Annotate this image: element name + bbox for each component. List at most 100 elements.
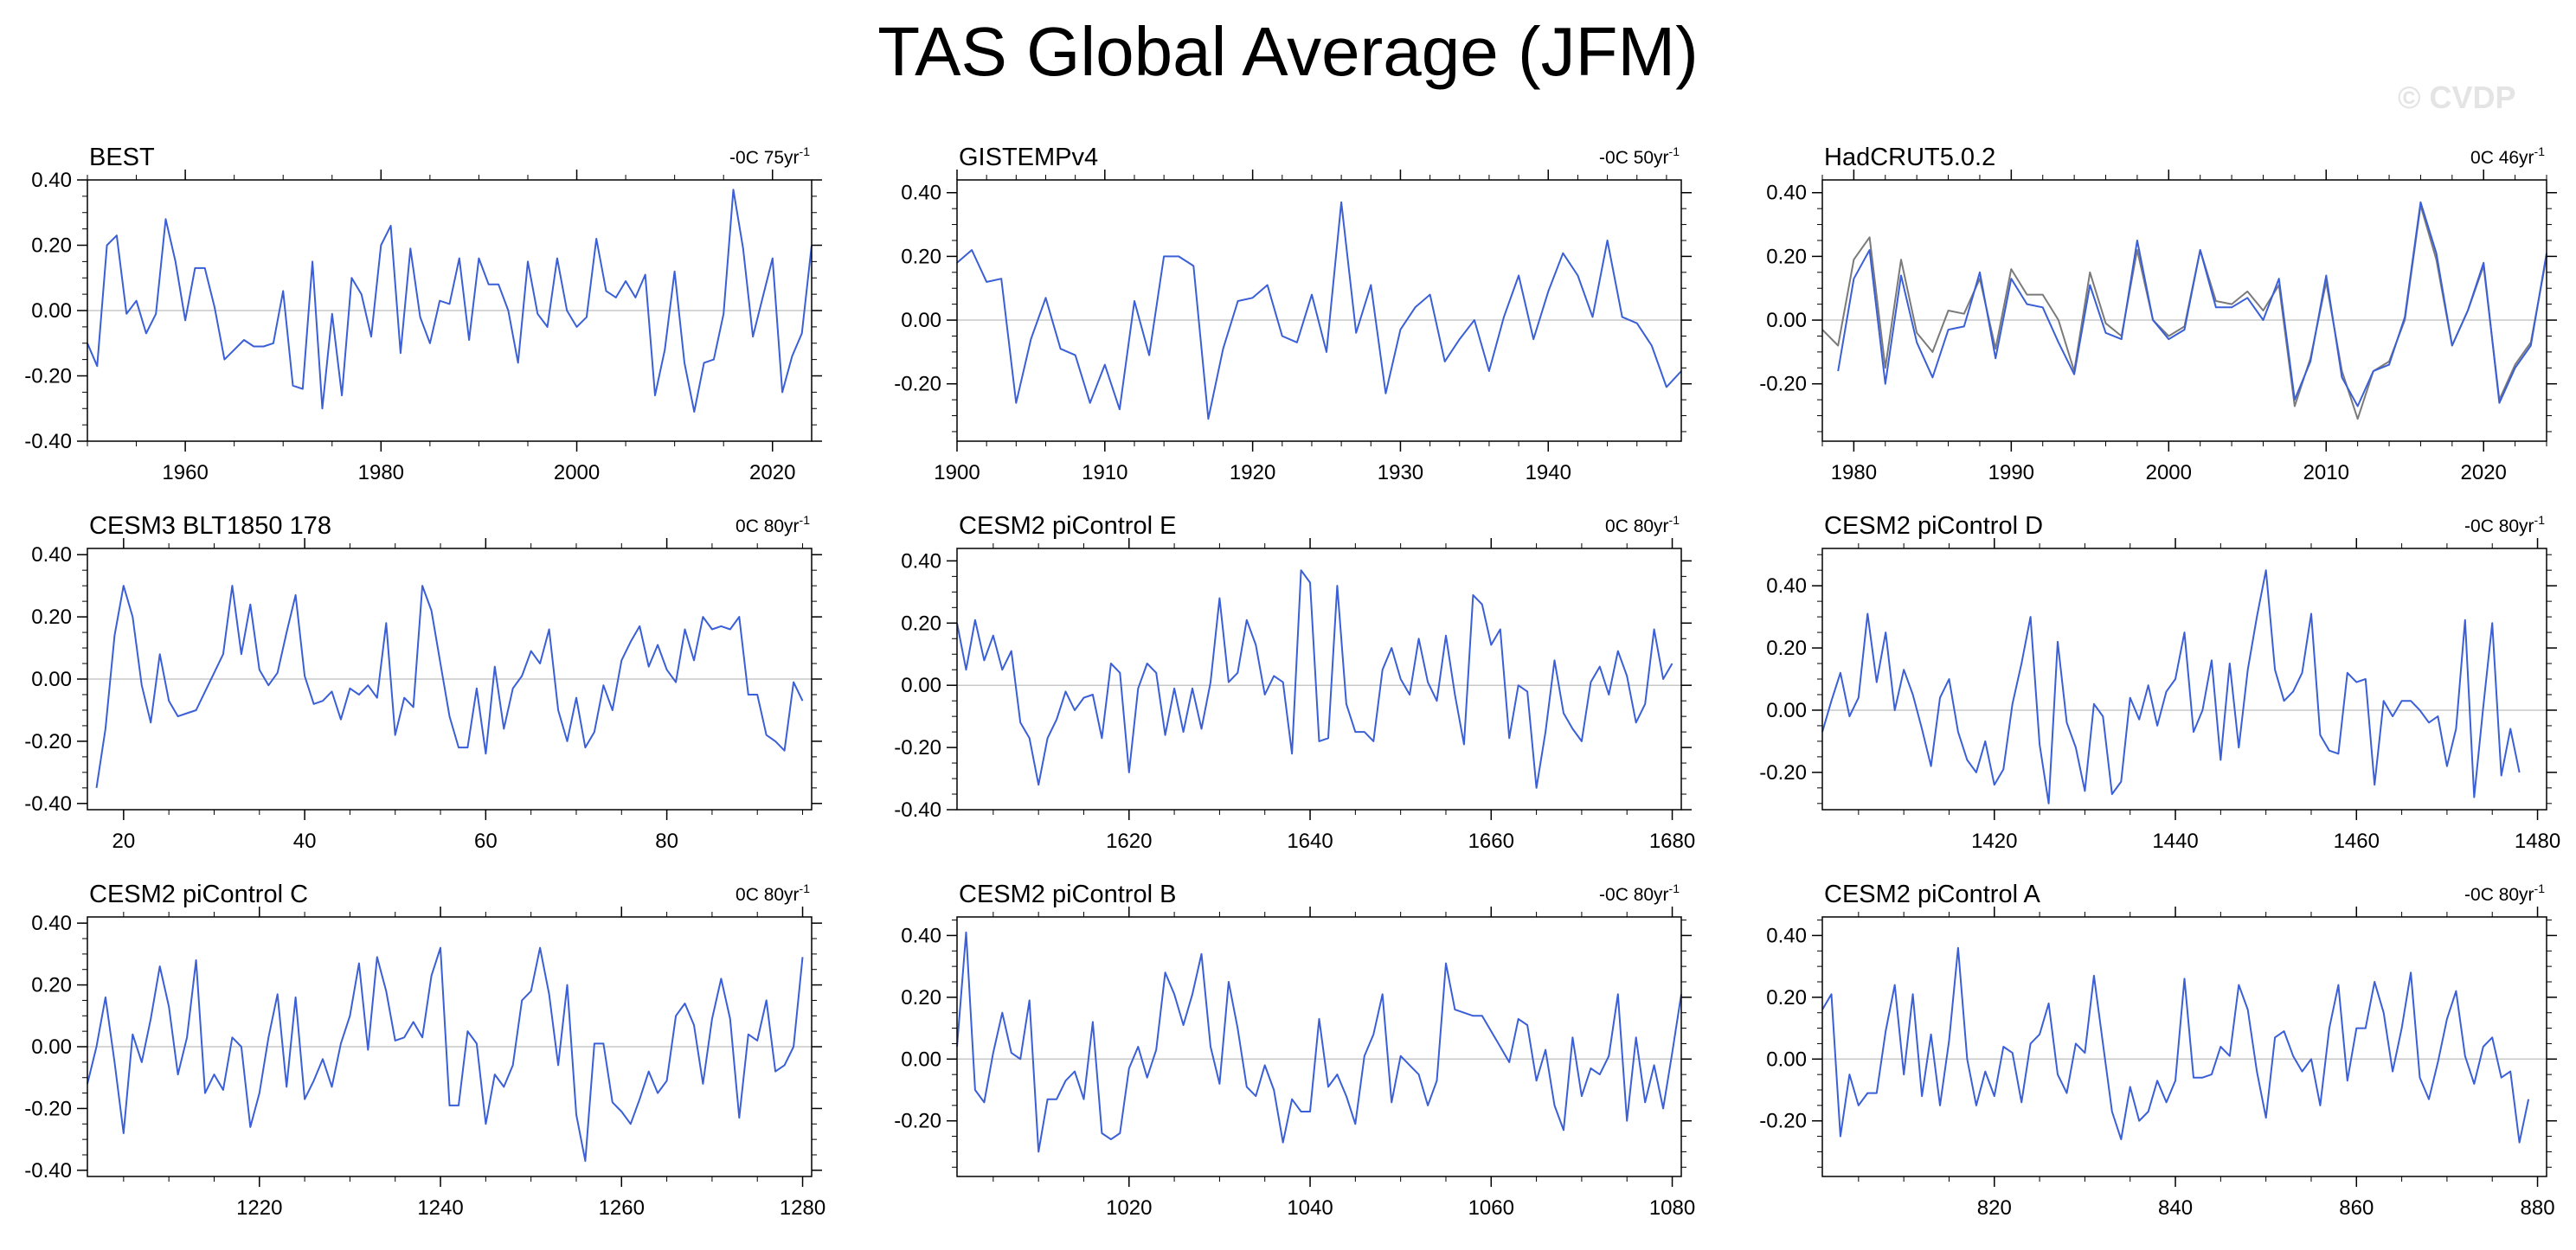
series-line-1: [956, 931, 1682, 1153]
x-tick-label: 1020: [1106, 1196, 1152, 1220]
x-tick-label: 840: [2158, 1196, 2193, 1220]
y-tick-label: -0.20: [894, 1110, 941, 1133]
x-tick-label: 1940: [1526, 461, 1571, 484]
panel-7: 0.40 0.20 0.00 -0.20 -0.40 1220 1240 1260 1280 CE…: [24, 881, 825, 1220]
panel-trend: -0C 80yr-1: [1599, 881, 1680, 905]
y-tick-label: -0.20: [894, 373, 941, 396]
panel-5: 0.40 0.20 0.00 -0.20 -0.40 1620 1640 1660 1680 CE…: [894, 512, 1695, 853]
panel-trend: -0C 75yr-1: [729, 144, 810, 168]
y-tick-label: 0.00: [901, 309, 941, 332]
trend-value: 0C 80yr: [736, 516, 800, 536]
series-line-1: [1821, 946, 2530, 1144]
x-tick-label: 820: [1977, 1196, 2012, 1220]
y-tick-label: -0.20: [894, 736, 941, 760]
panel-trend: 0C 46yr-1: [2470, 144, 2545, 168]
y-tick-label: -0.20: [24, 1097, 72, 1120]
panel-trend: -0C 80yr-1: [2464, 881, 2545, 905]
y-tick-label: 0.20: [1766, 245, 1807, 268]
panel-title: CESM2 piControl B: [959, 881, 1176, 908]
x-tick-label: 1680: [1649, 830, 1695, 853]
x-tick-label: 1220: [236, 1196, 282, 1220]
trend-value: -0C 80yr: [1599, 885, 1669, 905]
panel-6: 0.40 0.20 0.00 -0.20 1420 1440 1460 1480 CESM2 p…: [1759, 512, 2560, 853]
trend-value: 0C 46yr: [2470, 148, 2534, 168]
trend-exponent: -1: [2534, 881, 2546, 895]
x-tick-label: 1910: [1082, 461, 1127, 484]
y-tick-label: 0.00: [1766, 309, 1807, 332]
trend-exponent: -1: [1669, 513, 1680, 527]
x-tick-label: 1930: [1378, 461, 1423, 484]
trend-value: -0C 80yr: [2464, 516, 2534, 536]
trend-value: -0C 75yr: [729, 148, 800, 168]
panel-8: 0.40 0.20 0.00 -0.20 1020 1040 1060 1080 CESM2 p…: [894, 881, 1695, 1220]
panel-1: 0.40 0.20 0.00 -0.20 -0.40 1960 1980 2000 2020 BE…: [24, 144, 822, 484]
plot-frame: [1821, 179, 2547, 442]
y-tick-label: 0.40: [901, 182, 941, 205]
y-tick-label: 0.00: [31, 299, 72, 323]
panel-3: 0.40 0.20 0.00 -0.20 1980 1990 2000 2010 2020 Had…: [1759, 144, 2557, 484]
series-line-1: [956, 569, 1673, 789]
series-line-1: [95, 585, 804, 788]
y-tick-label: 0.20: [901, 986, 941, 1010]
x-tick-label: 1640: [1287, 830, 1333, 853]
panel-title: CESM2 piControl E: [959, 512, 1176, 540]
y-tick-label: 0.00: [31, 1035, 72, 1059]
panel-title: HadCRUT5.0.2: [1824, 144, 1995, 171]
x-tick-label: 1620: [1106, 830, 1152, 853]
y-tick-label: 0.20: [901, 245, 941, 268]
y-tick-label: 0.00: [901, 1048, 941, 1071]
panel-title: GISTEMPv4: [959, 144, 1098, 171]
y-tick-label: 0.40: [901, 549, 941, 573]
x-tick-label: 2000: [2146, 461, 2192, 484]
trend-exponent: -1: [1669, 881, 1680, 895]
panel-trend: 0C 80yr-1: [736, 881, 810, 905]
y-tick-label: 0.40: [1766, 924, 1807, 947]
x-tick-label: 2000: [554, 461, 600, 484]
panel-title: CESM2 piControl D: [1824, 512, 2043, 540]
series-line-2: [1821, 204, 2547, 420]
plot-frame: [1821, 548, 2547, 811]
panel-trend: -0C 80yr-1: [2464, 513, 2545, 536]
plot-frame: [956, 548, 1682, 811]
plot-frame: [956, 179, 1682, 442]
x-tick-label: 1920: [1230, 461, 1275, 484]
trend-value: 0C 80yr: [1605, 516, 1669, 536]
series-line-1: [956, 201, 1682, 420]
trend-exponent: -1: [800, 513, 811, 527]
y-tick-label: 0.00: [31, 668, 72, 691]
y-tick-label: 0.40: [31, 543, 72, 567]
series-line-1: [1837, 201, 2547, 407]
x-tick-label: 880: [2521, 1196, 2555, 1220]
x-tick-label: 1980: [358, 461, 404, 484]
x-tick-label: 1660: [1468, 830, 1514, 853]
y-tick-label: 0.20: [1766, 986, 1807, 1010]
trend-exponent: -1: [2534, 513, 2546, 527]
x-tick-label: 2010: [2303, 461, 2349, 484]
x-tick-label: 860: [2339, 1196, 2374, 1220]
x-tick-label: 1060: [1468, 1196, 1514, 1220]
panel-9: 0.40 0.20 0.00 -0.20 820 840 860 880 CESM2 piCon…: [1759, 881, 2557, 1220]
trend-value: 0C 80yr: [736, 885, 800, 905]
y-tick-label: 0.20: [31, 974, 72, 997]
panel-title: CESM2 piControl C: [89, 881, 308, 908]
y-tick-label: 0.20: [31, 234, 72, 258]
y-tick-label: -0.20: [1759, 1110, 1807, 1133]
y-tick-label: 0.20: [31, 606, 72, 629]
y-tick-label: 0.00: [1766, 699, 1807, 722]
x-tick-label: 60: [474, 830, 498, 853]
y-tick-label: 0.40: [1766, 574, 1807, 598]
y-tick-label: -0.20: [24, 730, 72, 753]
x-tick-label: 1980: [1831, 461, 1877, 484]
panel-4: 0.40 0.20 0.00 -0.20 -0.40 20 40 60 80 CESM3 BLT1…: [24, 512, 822, 853]
y-tick-label: -0.40: [24, 430, 72, 453]
panel-trend: 0C 80yr-1: [736, 513, 810, 536]
x-tick-label: 1080: [1649, 1196, 1695, 1220]
x-tick-label: 1260: [599, 1196, 645, 1220]
panel-title: CESM2 piControl A: [1824, 881, 2040, 908]
y-tick-label: 0.40: [901, 924, 941, 947]
x-tick-label: 1460: [2334, 830, 2380, 853]
y-tick-label: 0.20: [901, 612, 941, 635]
y-tick-label: -0.20: [1759, 373, 1807, 396]
x-tick-label: 1040: [1287, 1196, 1333, 1220]
x-tick-label: 20: [112, 830, 135, 853]
